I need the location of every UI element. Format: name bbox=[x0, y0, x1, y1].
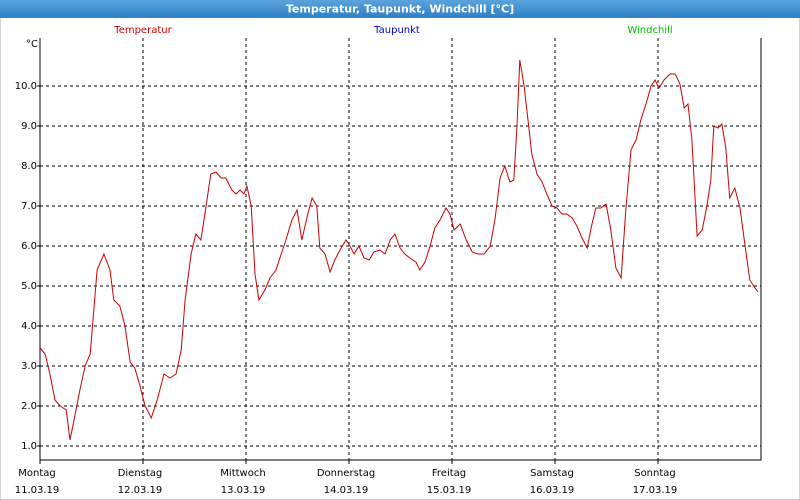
x-tick-label: Donnerstag bbox=[317, 468, 375, 479]
x-tick-label: Mittwoch bbox=[220, 468, 265, 479]
y-tick-label: 8.0 bbox=[21, 161, 37, 172]
y-tick-label: 7.0 bbox=[21, 201, 37, 212]
x-tick-date: 15.03.19 bbox=[427, 485, 472, 496]
x-tick-date: 14.03.19 bbox=[324, 485, 369, 496]
y-tick-label: 5.0 bbox=[21, 281, 37, 292]
plot-frame bbox=[39, 38, 762, 461]
y-tick-label: 3.0 bbox=[21, 361, 37, 372]
x-tick-date: 11.03.19 bbox=[15, 485, 60, 496]
chart-title: Temperatur, Taupunkt, Windchill [°C] bbox=[286, 3, 514, 16]
x-tick-date: 17.03.19 bbox=[633, 485, 678, 496]
data-line bbox=[39, 59, 759, 441]
y-tick-label: 2.0 bbox=[21, 401, 37, 412]
x-tick-date: 12.03.19 bbox=[118, 485, 163, 496]
title-bar bbox=[0, 0, 800, 18]
x-tick-date: 13.03.19 bbox=[221, 485, 266, 496]
legend-entry: Windchill bbox=[627, 25, 672, 36]
x-tick-label: Dienstag bbox=[118, 468, 163, 479]
y-tick-label: 10.0 bbox=[15, 81, 37, 92]
y-tick-label: 1.0 bbox=[21, 441, 37, 452]
y-tick-label: 4.0 bbox=[21, 321, 37, 332]
legend-entry: Taupunkt bbox=[373, 25, 420, 36]
x-tick-label: Samstag bbox=[530, 468, 574, 479]
y-tick-label: 6.0 bbox=[21, 241, 37, 252]
x-tick-label: Sonntag bbox=[634, 468, 676, 479]
y-unit: °C bbox=[26, 39, 38, 50]
x-tick-label: Montag bbox=[18, 468, 55, 479]
x-tick-label: Freitag bbox=[432, 468, 466, 479]
legend-entry: Temperatur bbox=[113, 25, 172, 36]
x-tick-date: 16.03.19 bbox=[530, 485, 575, 496]
y-tick-label: 9.0 bbox=[21, 121, 37, 132]
